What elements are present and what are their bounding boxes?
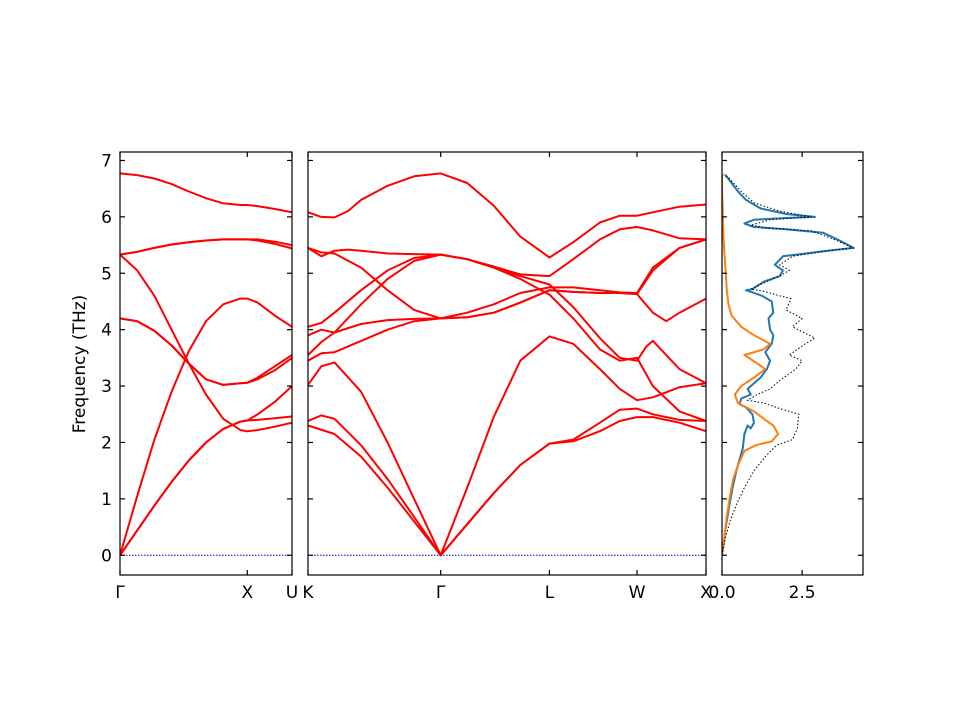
band-main-branch-3 — [308, 335, 706, 557]
band-main-xtick-label: X — [700, 583, 712, 603]
band-left-plot-area — [120, 172, 292, 556]
ytick-label: 3 — [101, 377, 112, 397]
band-left-branch-3 — [120, 297, 292, 556]
ytick-label: 6 — [101, 208, 112, 228]
band-main-branch-9 — [308, 226, 706, 278]
ytick-label: 7 — [101, 151, 112, 171]
band-left-xtick-label: Γ — [115, 583, 125, 603]
dos-panel: 0.0 2.5 — [708, 151, 864, 603]
ytick-label: 2 — [101, 433, 112, 453]
band-main-branch-1 — [308, 416, 706, 557]
band-main-xtick-label: Γ — [436, 583, 446, 603]
band-left-xtick-label: U — [286, 583, 298, 603]
band-main-branch-2 — [308, 407, 706, 557]
dos-xtick-label: 2.5 — [789, 583, 816, 603]
band-left-frame — [119, 151, 293, 576]
band-left-branch-6 — [120, 253, 292, 433]
band-main-xtick-label: K — [302, 583, 314, 603]
dos-series-3 — [722, 174, 856, 556]
ytick-label: 4 — [101, 321, 112, 341]
y-axis-label: Frequency (THz) — [70, 295, 90, 434]
band-left-branch-7 — [120, 238, 292, 256]
band-left-branch-8 — [120, 238, 292, 256]
band-main-branch-4 — [308, 289, 706, 362]
band-left-branch-1 — [120, 415, 292, 556]
band-main-plot-area — [308, 172, 706, 557]
band-main-branch-7 — [308, 253, 706, 385]
dos-plot-area — [722, 173, 856, 556]
band-left-panel: 0 1 2 3 4 5 6 7 Γ X U — [101, 151, 298, 603]
band-left-branch-9 — [120, 172, 292, 214]
ytick-label: 1 — [101, 490, 112, 510]
band-main-xtick-label: W — [629, 583, 646, 603]
dos-frame — [721, 151, 864, 576]
band-left-branch-5 — [120, 317, 292, 386]
band-main-branch-10 — [308, 172, 706, 259]
band-left-branch-2 — [120, 385, 292, 556]
ytick-label: 5 — [101, 264, 112, 284]
band-main-xtick-label: L — [545, 583, 555, 603]
dos-xtick-label: 0.0 — [708, 583, 735, 603]
band-left-branch-4 — [120, 317, 292, 386]
dos-series-1 — [722, 173, 855, 556]
band-main-frame — [307, 151, 707, 576]
band-left-xtick-label: X — [241, 583, 253, 603]
band-main-branch-6 — [308, 253, 706, 422]
dos-series-2 — [722, 174, 780, 556]
ytick-label: 0 — [101, 546, 112, 566]
band-main-branch-8 — [308, 238, 706, 320]
